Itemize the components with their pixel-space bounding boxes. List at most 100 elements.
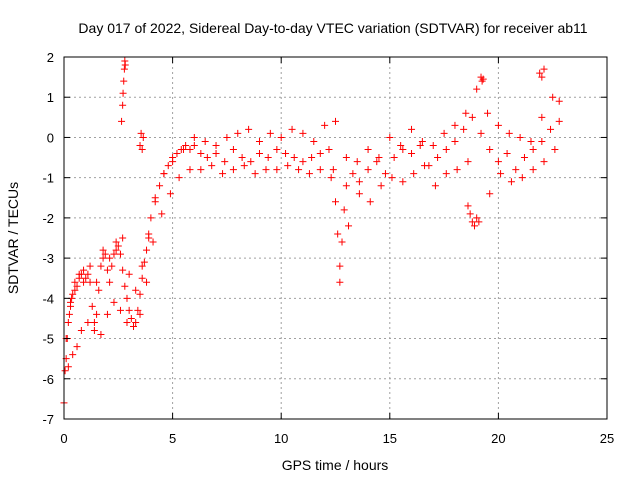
y-tick-label: -2 (42, 211, 54, 226)
data-point (388, 174, 396, 182)
data-point (377, 182, 385, 190)
data-point (93, 310, 101, 318)
data-point (64, 363, 72, 371)
data-point (471, 222, 479, 230)
data-point (221, 158, 229, 166)
data-point (67, 298, 75, 306)
data-point (119, 89, 127, 97)
data-points (60, 57, 563, 407)
data-point (119, 101, 127, 109)
data-point (416, 141, 424, 149)
data-point (366, 198, 374, 206)
data-point (125, 270, 133, 278)
data-point (158, 210, 166, 218)
y-tick-label: -1 (42, 171, 54, 186)
data-point (137, 129, 145, 137)
data-point (93, 278, 101, 286)
data-point (295, 166, 303, 174)
data-point (119, 266, 127, 274)
data-point (273, 146, 281, 154)
data-point (342, 182, 350, 190)
data-point (125, 306, 133, 314)
data-point (69, 290, 77, 298)
data-point (255, 150, 263, 158)
data-point (473, 85, 481, 93)
data-point (116, 306, 124, 314)
y-tick-label: -4 (42, 291, 54, 306)
data-point (355, 190, 363, 198)
x-tick-label: 0 (60, 431, 67, 446)
data-point (342, 154, 350, 162)
data-point (77, 327, 85, 335)
data-point (440, 129, 448, 137)
data-point (95, 286, 103, 294)
data-point (538, 137, 546, 145)
data-point (453, 166, 461, 174)
data-point (442, 146, 450, 154)
data-point (99, 254, 107, 262)
data-point (273, 166, 281, 174)
data-point (536, 69, 544, 77)
data-point (349, 170, 357, 178)
data-point (451, 137, 459, 145)
data-point (121, 282, 129, 290)
data-point (462, 109, 470, 117)
data-point (208, 162, 216, 170)
data-point (138, 146, 146, 154)
data-point (468, 218, 476, 226)
data-point (69, 351, 77, 359)
data-point (282, 150, 290, 158)
data-point (106, 278, 114, 286)
data-point (80, 266, 88, 274)
data-point (464, 158, 472, 166)
data-point (173, 150, 181, 158)
data-point (197, 166, 205, 174)
data-point (134, 306, 142, 314)
data-point (121, 61, 129, 69)
data-point (130, 322, 138, 330)
y-tick-label: 0 (47, 130, 54, 145)
data-point (145, 230, 153, 238)
data-point (507, 178, 515, 186)
data-point (316, 166, 324, 174)
y-tick-label: 2 (47, 50, 54, 65)
data-point (88, 302, 96, 310)
data-point (266, 129, 274, 137)
data-point (84, 318, 92, 326)
data-point (71, 286, 79, 294)
axis-ticks: 0 5 10 15 20 25 -7 -6 -5 -4 -3 -2 -1 0 1 2 (42, 50, 614, 446)
data-point (484, 109, 492, 117)
x-tick-label: 25 (600, 431, 614, 446)
data-point (529, 146, 537, 154)
data-point (120, 77, 128, 85)
data-point (169, 158, 177, 166)
data-point (408, 150, 416, 158)
data-point (334, 230, 342, 238)
data-point (429, 141, 437, 149)
data-point (364, 146, 372, 154)
x-tick-label: 20 (491, 431, 505, 446)
data-point (147, 214, 155, 222)
data-point (229, 146, 237, 154)
data-point (247, 158, 255, 166)
data-point (110, 250, 118, 258)
x-tick-label: 15 (383, 431, 397, 446)
data-point (240, 162, 248, 170)
data-point (494, 158, 502, 166)
data-point (284, 162, 292, 170)
data-point (97, 262, 105, 270)
data-point (179, 146, 187, 154)
data-point (375, 154, 383, 162)
data-point (516, 133, 524, 141)
data-point (245, 125, 253, 133)
data-point (143, 246, 151, 254)
y-tick-label: 1 (47, 90, 54, 105)
data-point (149, 238, 157, 246)
data-point (520, 154, 528, 162)
data-point (505, 129, 513, 137)
data-point (353, 158, 361, 166)
data-point (112, 246, 120, 254)
data-point (434, 154, 442, 162)
data-point (97, 331, 105, 339)
